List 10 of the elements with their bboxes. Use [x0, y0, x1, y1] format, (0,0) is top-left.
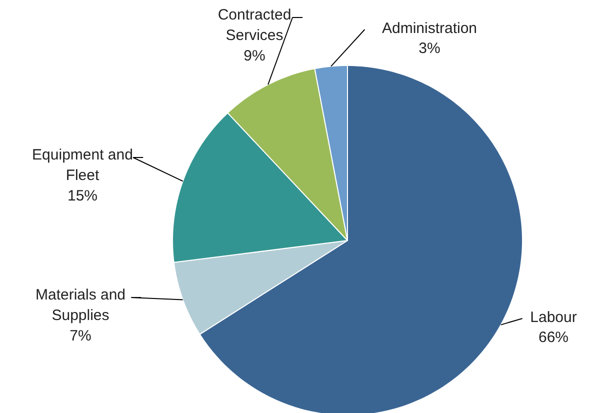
- slice-label: Contracted Services: [218, 6, 292, 44]
- slice-label: Administration: [382, 20, 478, 37]
- slice-label: Labour: [530, 308, 577, 326]
- data-label: 15%: [67, 187, 98, 204]
- data-label: 9%: [244, 47, 266, 64]
- data-label: 7%: [70, 327, 92, 344]
- data-label: 66%: [538, 329, 569, 346]
- slice-label: Equipment and Fleet: [32, 146, 133, 184]
- data-label: 3%: [418, 40, 440, 58]
- slice-label: Materials and Supplies: [35, 286, 126, 324]
